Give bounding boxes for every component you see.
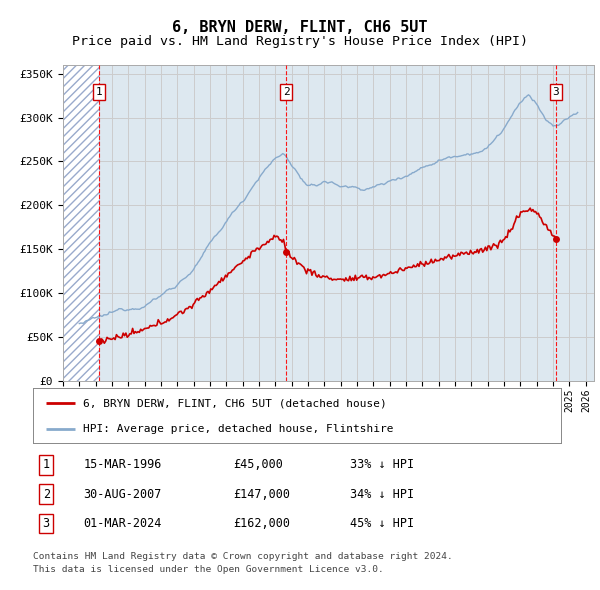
Text: £147,000: £147,000 (233, 487, 290, 501)
Text: 15-MAR-1996: 15-MAR-1996 (83, 458, 161, 471)
Text: 6, BRYN DERW, FLINT, CH6 5UT (detached house): 6, BRYN DERW, FLINT, CH6 5UT (detached h… (83, 398, 387, 408)
Text: 30-AUG-2007: 30-AUG-2007 (83, 487, 161, 501)
Text: HPI: Average price, detached house, Flintshire: HPI: Average price, detached house, Flin… (83, 424, 394, 434)
Text: 45% ↓ HPI: 45% ↓ HPI (350, 517, 414, 530)
Text: 3: 3 (553, 87, 559, 97)
Text: Price paid vs. HM Land Registry's House Price Index (HPI): Price paid vs. HM Land Registry's House … (72, 35, 528, 48)
Text: 2: 2 (283, 87, 290, 97)
Text: This data is licensed under the Open Government Licence v3.0.: This data is licensed under the Open Gov… (33, 565, 384, 574)
Text: 6, BRYN DERW, FLINT, CH6 5UT: 6, BRYN DERW, FLINT, CH6 5UT (172, 20, 428, 35)
Text: 1: 1 (95, 87, 103, 97)
Text: Contains HM Land Registry data © Crown copyright and database right 2024.: Contains HM Land Registry data © Crown c… (33, 552, 453, 561)
Text: £162,000: £162,000 (233, 517, 290, 530)
Text: 3: 3 (43, 517, 50, 530)
Text: 2: 2 (43, 487, 50, 501)
Text: 1: 1 (43, 458, 50, 471)
Text: 01-MAR-2024: 01-MAR-2024 (83, 517, 161, 530)
Bar (63, 65, 99, 381)
Text: £45,000: £45,000 (233, 458, 284, 471)
Text: 34% ↓ HPI: 34% ↓ HPI (350, 487, 414, 501)
Text: 33% ↓ HPI: 33% ↓ HPI (350, 458, 414, 471)
